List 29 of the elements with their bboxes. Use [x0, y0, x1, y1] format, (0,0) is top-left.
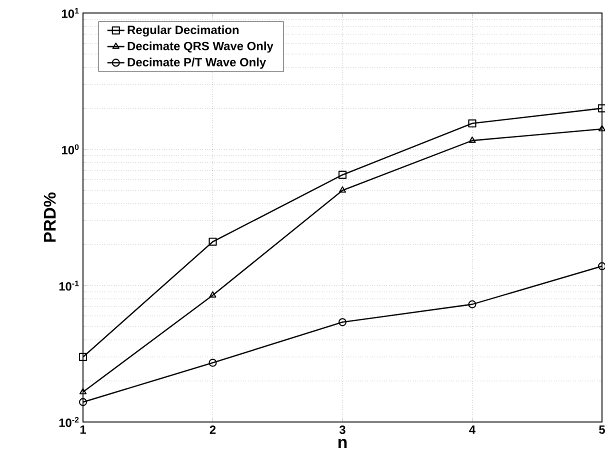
point	[78, 352, 88, 361]
point	[598, 124, 605, 132]
y-axis-title: PRD%	[44, 192, 56, 242]
y-tick-label: 10$^{-1}$	[59, 280, 79, 291]
y-tick-label: 10$^{-2}$	[59, 416, 79, 428]
point	[598, 262, 605, 270]
point	[209, 291, 216, 298]
x-tick-label: 4	[469, 426, 476, 434]
point	[79, 388, 87, 394]
point	[598, 104, 605, 112]
point	[468, 300, 476, 308]
point	[338, 318, 347, 326]
legend-label: Decimate P/T Wave Only	[128, 58, 266, 69]
point	[78, 398, 88, 406]
point	[468, 119, 476, 128]
point	[208, 238, 217, 246]
legend-label: Regular Decimation	[128, 25, 239, 37]
point	[208, 358, 217, 367]
x-tick-label: 2	[210, 426, 216, 434]
x-tick-label: 3	[339, 426, 346, 434]
legend-label: Decimate QRS Wave Only	[128, 42, 274, 53]
x-tick-label: 5	[599, 426, 605, 434]
point	[468, 136, 476, 143]
y-tick-label: 10$^{0}$	[62, 144, 79, 154]
y-tick-label: 10$^{1}$	[62, 8, 79, 18]
point	[338, 170, 347, 179]
x-axis-title: n	[338, 438, 347, 448]
x-tick-label: 1	[80, 426, 86, 434]
point	[338, 186, 346, 193]
